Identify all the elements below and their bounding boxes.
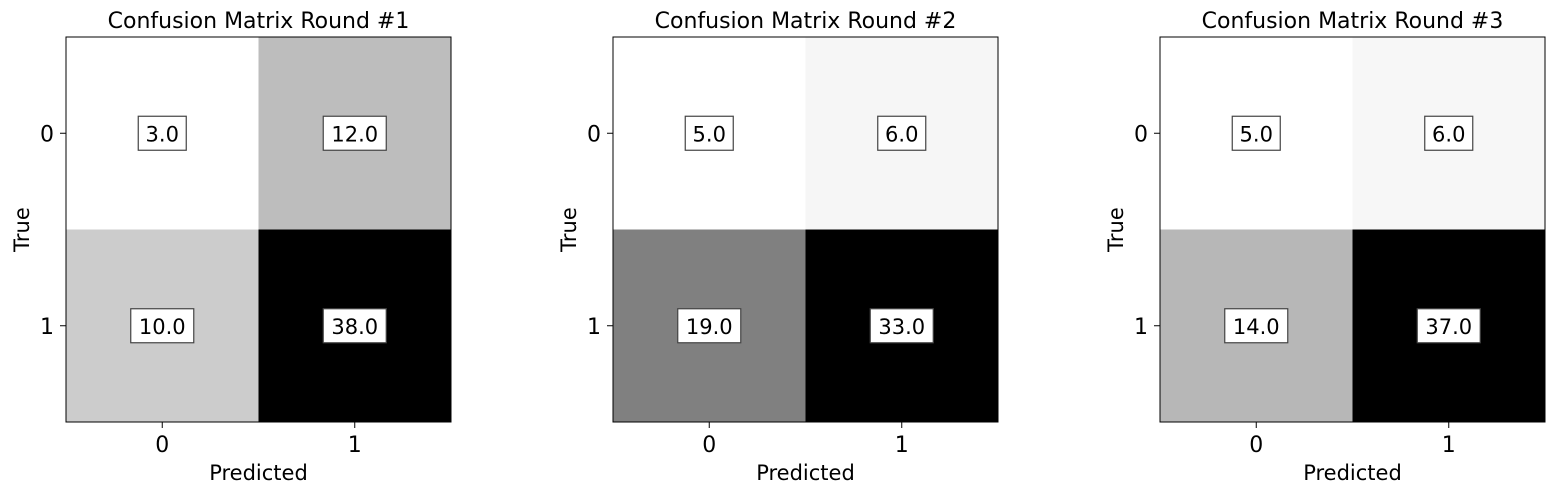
x-tick-label: 1	[1442, 433, 1456, 458]
chart-title: Confusion Matrix Round #2	[655, 9, 957, 34]
value-label: 6.0	[1432, 122, 1465, 146]
y-tick-label: 0	[587, 122, 601, 147]
value-label-box	[322, 115, 387, 151]
chart-title: Confusion Matrix Round #3	[1202, 9, 1504, 34]
value-label-box	[1231, 115, 1281, 151]
x-tick-label: 1	[895, 433, 909, 458]
chart-title: Confusion Matrix Round #1	[108, 9, 410, 34]
value-label: 33.0	[878, 315, 925, 339]
value-label: 5.0	[693, 122, 726, 146]
x-axis-label: Predicted	[209, 461, 308, 485]
value-label-box	[322, 308, 387, 344]
plot-frame	[65, 36, 452, 423]
y-tick-label: 0	[1134, 122, 1148, 147]
x-axis-label: Predicted	[756, 461, 855, 485]
value-label-box	[137, 115, 187, 151]
value-label-box	[1424, 115, 1474, 151]
y-axis-label: True	[1104, 207, 1128, 253]
value-label-box	[869, 308, 934, 344]
confusion-matrix-1: 3.0 12.0 10.0 38.0 0 1 0 1 Confusion Matrix Roun…	[10, 9, 452, 485]
value-label-box	[677, 308, 742, 344]
value-label: 37.0	[1425, 315, 1472, 339]
plot-frame	[1159, 36, 1546, 423]
value-label-box	[684, 115, 734, 151]
confusion-matrix-2: 5.0 6.0 19.0 33.0 0 1 0 1 Confusion Matrix Round…	[557, 9, 999, 485]
x-axis-label: Predicted	[1303, 461, 1402, 485]
value-label: 12.0	[331, 122, 378, 146]
y-tick-label: 0	[40, 122, 54, 147]
y-tick-label: 1	[587, 315, 601, 340]
value-label: 19.0	[686, 315, 733, 339]
value-label: 5.0	[1240, 122, 1273, 146]
y-axis-label: True	[557, 207, 581, 253]
value-label: 6.0	[885, 122, 918, 146]
plot-frame	[612, 36, 999, 423]
x-tick-label: 0	[702, 433, 716, 458]
value-label: 3.0	[146, 122, 179, 146]
value-label-box	[1224, 308, 1289, 344]
y-axis-label: True	[10, 207, 34, 253]
value-label-box	[1416, 308, 1481, 344]
value-label: 38.0	[331, 315, 378, 339]
x-tick-label: 1	[348, 433, 362, 458]
y-tick-label: 1	[40, 315, 54, 340]
x-tick-label: 0	[155, 433, 169, 458]
value-label-box	[130, 308, 195, 344]
value-label: 14.0	[1233, 315, 1280, 339]
value-label-box	[877, 115, 927, 151]
y-tick-label: 1	[1134, 315, 1148, 340]
confusion-matrix-3: 5.0 6.0 14.0 37.0 0 1 0 1 Confusion Matrix Round…	[1104, 9, 1546, 485]
x-tick-label: 0	[1249, 433, 1263, 458]
value-label: 10.0	[139, 315, 186, 339]
